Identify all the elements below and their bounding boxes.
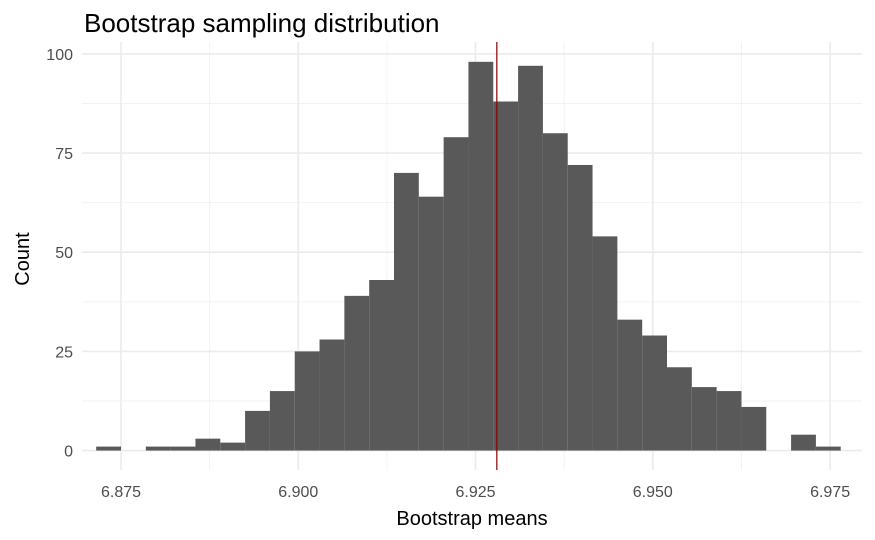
x-tick-label: 6.975 xyxy=(810,484,850,501)
histogram-bar xyxy=(716,391,742,451)
y-tick-label: 0 xyxy=(64,444,73,461)
histogram-bar xyxy=(741,406,767,451)
histogram-bar xyxy=(195,438,221,451)
y-tick-label: 50 xyxy=(55,245,73,262)
histogram-bar xyxy=(642,335,667,451)
histogram-bar xyxy=(592,236,618,451)
x-tick-label: 6.875 xyxy=(101,484,141,501)
histogram-bar xyxy=(369,279,394,451)
histogram-bar xyxy=(667,367,692,451)
histogram-bar xyxy=(567,164,593,451)
chart-title: Bootstrap sampling distribution xyxy=(84,8,440,38)
histogram-bar xyxy=(319,339,345,451)
histogram-bar xyxy=(96,446,121,451)
histogram-bar xyxy=(791,434,816,451)
histogram-bar xyxy=(468,61,494,451)
histogram-bar xyxy=(518,65,543,451)
histogram-bar xyxy=(220,442,246,451)
histogram-bar xyxy=(443,137,469,451)
histogram-bar xyxy=(617,319,643,451)
histogram-bar xyxy=(691,387,717,451)
histogram-bar xyxy=(269,391,295,451)
x-axis-title: Bootstrap means xyxy=(396,508,547,530)
x-tick-label: 6.925 xyxy=(456,484,496,501)
x-tick-label: 6.950 xyxy=(633,484,673,501)
histogram-bar xyxy=(542,133,568,451)
histogram-bar xyxy=(815,446,841,451)
histogram-bar xyxy=(418,196,444,451)
y-tick-label: 25 xyxy=(55,344,73,361)
y-tick-label: 100 xyxy=(46,47,73,64)
y-tick-label: 75 xyxy=(55,146,73,163)
histogram-bar xyxy=(145,446,171,451)
x-tick-label: 6.900 xyxy=(278,484,318,501)
histogram-bar xyxy=(344,295,370,451)
histogram-bars xyxy=(96,61,841,451)
y-axis-title: Count xyxy=(12,232,34,286)
x-tick-labels: 6.875 6.900 6.925 6.950 6.975 xyxy=(101,484,850,501)
histogram-bar xyxy=(394,172,419,451)
histogram-bar xyxy=(245,410,270,451)
y-tick-labels: 0 25 50 75 100 xyxy=(46,47,73,461)
histogram-bar xyxy=(294,351,320,451)
histogram-bar xyxy=(170,446,196,451)
